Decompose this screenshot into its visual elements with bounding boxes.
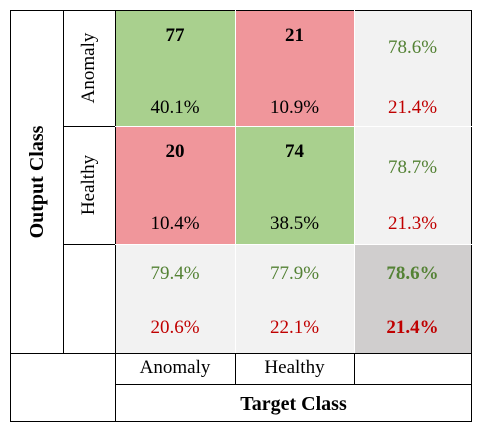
- col-label-anomaly: Anomaly: [139, 357, 211, 378]
- col-label-healthy: Healthy: [264, 357, 325, 378]
- overall-correct: 78.6%: [386, 263, 439, 284]
- cell-count: 74: [285, 141, 304, 162]
- grid-v-354: [354, 10, 355, 354]
- row-summary-incorrect: 21.3%: [387, 213, 438, 234]
- cell-percent: 38.5%: [269, 213, 320, 234]
- col-label-bottom: [115, 384, 472, 385]
- row-label-anomaly: Anomaly: [78, 32, 99, 104]
- outer-border-right: [471, 10, 472, 422]
- matrix-cell: 74 38.5%: [235, 127, 354, 244]
- row-summary-incorrect: 21.4%: [387, 97, 438, 118]
- row-summary-cell: 78.6% 21.4%: [354, 11, 471, 127]
- x-axis-title: Target Class: [240, 393, 347, 415]
- col-summary-incorrect: 20.6%: [150, 317, 200, 338]
- grid-v-235: [235, 10, 236, 354]
- col-label-sep-2: [354, 353, 355, 384]
- row-label-healthy: Healthy: [78, 154, 99, 216]
- grid-v-115: [115, 10, 116, 422]
- matrix-cell: 21 10.9%: [235, 11, 354, 127]
- row-label-left-border: [63, 10, 64, 354]
- grid-h-244: [115, 244, 472, 245]
- matrix-cell: 77 40.1%: [115, 11, 235, 127]
- col-summary-correct: 77.9%: [269, 263, 320, 284]
- row-summary-correct: 78.7%: [387, 157, 438, 178]
- col-summary-correct: 79.4%: [150, 263, 200, 284]
- cell-percent: 10.4%: [150, 213, 200, 234]
- y-axis-title-box: Output Class: [11, 11, 63, 353]
- cell-count: 21: [285, 25, 304, 46]
- col-summary-incorrect: 22.1%: [269, 317, 320, 338]
- cell-count: 20: [165, 141, 185, 162]
- cell-percent: 40.1%: [150, 97, 200, 118]
- overall-incorrect: 21.4%: [386, 317, 439, 338]
- outer-border-top: [10, 10, 472, 11]
- col-summary-cell: 79.4% 20.6%: [115, 244, 235, 353]
- grid-h-353: [10, 353, 472, 354]
- row-label-healthy-box: Healthy: [64, 127, 115, 244]
- row-label-anomaly-box: Anomaly: [64, 11, 115, 126]
- row-label-sep-1: [63, 126, 115, 127]
- overall-accuracy-cell: 78.6% 21.4%: [354, 244, 471, 353]
- grid-h-127: [115, 126, 472, 127]
- cell-percent: 10.9%: [269, 97, 320, 118]
- cell-count: 77: [165, 25, 185, 46]
- outer-border-bottom: [10, 421, 472, 422]
- col-label-sep-1: [235, 353, 236, 384]
- col-summary-cell: 77.9% 22.1%: [235, 244, 354, 353]
- row-label-sep-2: [63, 244, 115, 245]
- row-summary-cell: 78.7% 21.3%: [354, 127, 471, 244]
- outer-border-left: [10, 10, 11, 422]
- row-summary-correct: 78.6%: [387, 37, 438, 58]
- y-axis-title: Output Class: [26, 125, 48, 239]
- matrix-cell: 20 10.4%: [115, 127, 235, 244]
